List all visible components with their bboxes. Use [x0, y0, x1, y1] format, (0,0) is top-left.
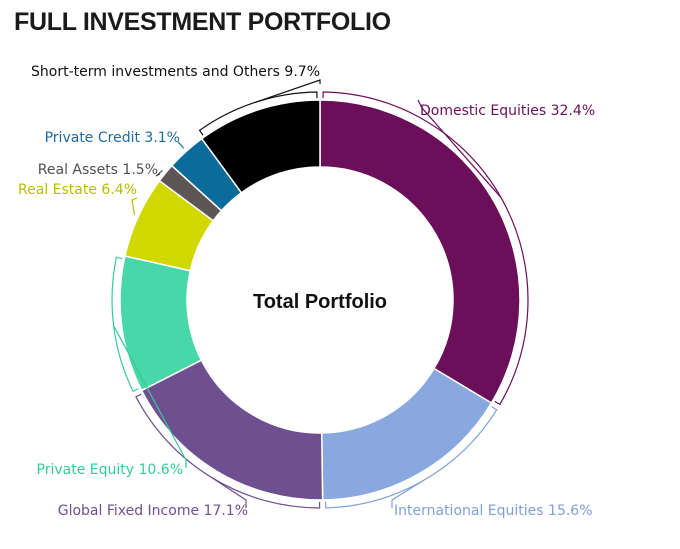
labels-group: Domestic Equities 32.4% International Equ… — [18, 64, 595, 519]
slices-group — [119, 99, 521, 501]
callout-leader-real-estate — [131, 197, 138, 216]
callout-leader-short-term-investments-and-others — [255, 79, 321, 103]
slice-international-equities — [320, 367, 493, 501]
callout-leader-international-equities — [391, 479, 424, 508]
label-private-equity: Private Equity 10.6% — [37, 462, 183, 478]
callout-bracket-global-fixed-income — [135, 393, 321, 509]
label-real-assets: Real Assets 1.5% — [38, 162, 158, 178]
slice-short-term-investments-and-others — [200, 99, 321, 194]
label-domestic-equities: Domestic Equities 32.4% — [420, 103, 595, 119]
label-real-estate: Real Estate 6.4% — [18, 182, 137, 198]
callout-bracket-private-equity — [111, 256, 139, 393]
callout-bracket-short-term-investments-and-others — [198, 91, 318, 136]
callout-leader-global-fixed-income — [211, 477, 247, 508]
chart-title: FULL INVESTMENT PORTFOLIO — [14, 8, 391, 36]
label-private-credit: Private Credit 3.1% — [45, 130, 180, 146]
callout-leader-domestic-equities — [417, 99, 502, 198]
callout-leader-private-equity — [113, 325, 187, 468]
slice-global-fixed-income — [140, 359, 324, 501]
slice-domestic-equities — [319, 99, 521, 405]
callout-leader-real-assets — [155, 170, 163, 177]
callout-leader-private-credit — [177, 141, 184, 149]
label-global-fixed-income: Global Fixed Income 17.1% — [58, 503, 248, 519]
label-international-equities: International Equities 15.6% — [394, 503, 593, 519]
callout-bracket-international-equities — [325, 406, 498, 509]
center-label: Total Portfolio — [253, 291, 387, 313]
label-short-term-investments-and-others: Short-term investments and Others 9.7% — [31, 64, 320, 80]
callouts-group — [111, 79, 529, 509]
